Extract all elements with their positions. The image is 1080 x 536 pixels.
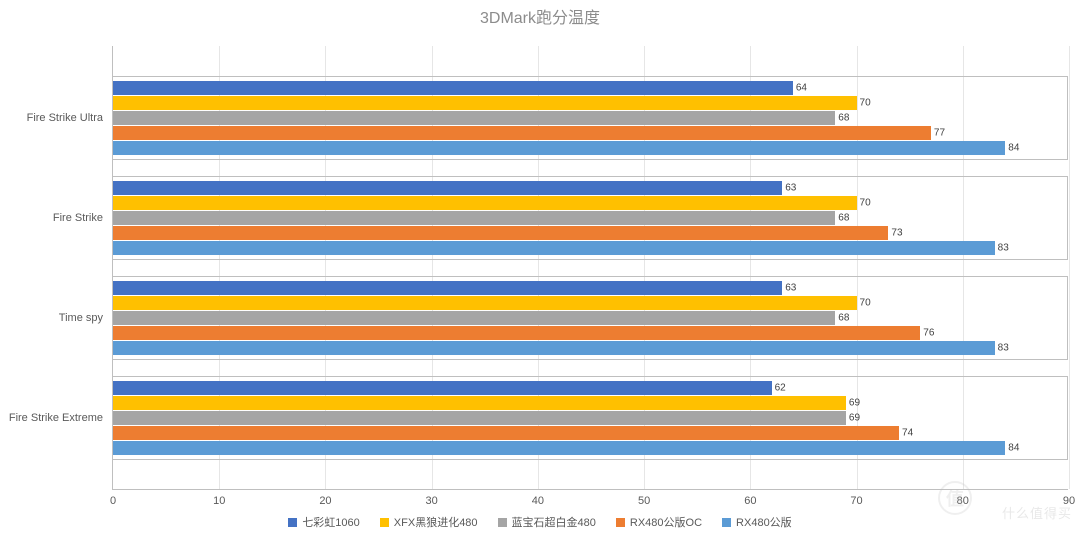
bar-value-label: 74 bbox=[902, 428, 913, 439]
bar: 84 bbox=[113, 441, 1005, 455]
x-tick-label: 60 bbox=[744, 495, 756, 507]
legend-swatch bbox=[722, 518, 731, 527]
bar: 70 bbox=[113, 96, 857, 110]
legend-label: 蓝宝石超白金480 bbox=[512, 517, 596, 529]
bar: 76 bbox=[113, 326, 920, 340]
bar-value-label: 84 bbox=[1008, 143, 1019, 154]
watermark: 值 什么值得买 bbox=[1002, 503, 1072, 522]
category-label: Fire Strike Ultra bbox=[27, 112, 103, 124]
bar: 74 bbox=[113, 426, 899, 440]
bar-value-label: 76 bbox=[923, 328, 934, 339]
bar-value-label: 68 bbox=[838, 213, 849, 224]
bar: 70 bbox=[113, 296, 857, 310]
category-label: Time spy bbox=[59, 312, 103, 324]
bar-value-label: 62 bbox=[775, 383, 786, 394]
bar: 77 bbox=[113, 126, 931, 140]
bar: 68 bbox=[113, 211, 835, 225]
bar-value-label: 70 bbox=[860, 298, 871, 309]
gridline bbox=[1069, 46, 1070, 489]
watermark-icon: 值 bbox=[938, 481, 972, 515]
x-tick-label: 70 bbox=[850, 495, 862, 507]
category-label: Fire Strike bbox=[53, 212, 103, 224]
bar-value-label: 73 bbox=[891, 228, 902, 239]
legend-label: RX480公版 bbox=[736, 517, 792, 529]
bar: 70 bbox=[113, 196, 857, 210]
legend-item: 七彩虹1060 bbox=[288, 514, 359, 530]
bar: 73 bbox=[113, 226, 888, 240]
bar: 69 bbox=[113, 411, 846, 425]
legend-item: RX480公版 bbox=[722, 514, 792, 530]
bar-value-label: 64 bbox=[796, 83, 807, 94]
legend-item: XFX黑狼进化480 bbox=[380, 514, 478, 530]
bar-value-label: 69 bbox=[849, 398, 860, 409]
legend-swatch bbox=[616, 518, 625, 527]
x-tick-label: 0 bbox=[110, 495, 116, 507]
chart-title: 3DMark跑分温度 bbox=[0, 0, 1080, 28]
bar-value-label: 83 bbox=[998, 343, 1009, 354]
x-tick-label: 20 bbox=[319, 495, 331, 507]
chart-plot-area: 0102030405060708090Fire Strike Ultra6470… bbox=[112, 46, 1068, 490]
category-group: Fire Strike Extreme6269697484 bbox=[113, 376, 1068, 460]
legend-label: RX480公版OC bbox=[630, 517, 702, 529]
legend-swatch bbox=[288, 518, 297, 527]
legend-label: XFX黑狼进化480 bbox=[394, 517, 478, 529]
bar-value-label: 68 bbox=[838, 113, 849, 124]
bar: 68 bbox=[113, 111, 835, 125]
legend-label: 七彩虹1060 bbox=[302, 517, 359, 529]
bar: 84 bbox=[113, 141, 1005, 155]
bar-value-label: 77 bbox=[934, 128, 945, 139]
category-group: Time spy6370687683 bbox=[113, 276, 1068, 360]
bar: 64 bbox=[113, 81, 793, 95]
category-group: Fire Strike6370687383 bbox=[113, 176, 1068, 260]
chart-legend: 七彩虹1060 XFX黑狼进化480 蓝宝石超白金480 RX480公版OC RX480… bbox=[0, 514, 1080, 530]
bar: 62 bbox=[113, 381, 772, 395]
bar: 83 bbox=[113, 241, 995, 255]
bar: 68 bbox=[113, 311, 835, 325]
x-tick-label: 10 bbox=[213, 495, 225, 507]
bar-value-label: 68 bbox=[838, 313, 849, 324]
x-tick-label: 40 bbox=[532, 495, 544, 507]
watermark-text: 什么值得买 bbox=[1002, 503, 1072, 522]
bar-value-label: 70 bbox=[860, 198, 871, 209]
legend-swatch bbox=[380, 518, 389, 527]
bar: 83 bbox=[113, 341, 995, 355]
category-label: Fire Strike Extreme bbox=[9, 412, 103, 424]
x-tick-label: 30 bbox=[426, 495, 438, 507]
bar: 69 bbox=[113, 396, 846, 410]
bar: 63 bbox=[113, 181, 782, 195]
legend-item: 蓝宝石超白金480 bbox=[498, 514, 596, 530]
x-tick-label: 50 bbox=[638, 495, 650, 507]
legend-item: RX480公版OC bbox=[616, 514, 702, 530]
bar-value-label: 63 bbox=[785, 183, 796, 194]
bar-value-label: 70 bbox=[860, 98, 871, 109]
bar: 63 bbox=[113, 281, 782, 295]
bar-value-label: 83 bbox=[998, 243, 1009, 254]
bar-value-label: 84 bbox=[1008, 443, 1019, 454]
bar-value-label: 69 bbox=[849, 413, 860, 424]
legend-swatch bbox=[498, 518, 507, 527]
category-group: Fire Strike Ultra6470687784 bbox=[113, 76, 1068, 160]
bar-value-label: 63 bbox=[785, 283, 796, 294]
